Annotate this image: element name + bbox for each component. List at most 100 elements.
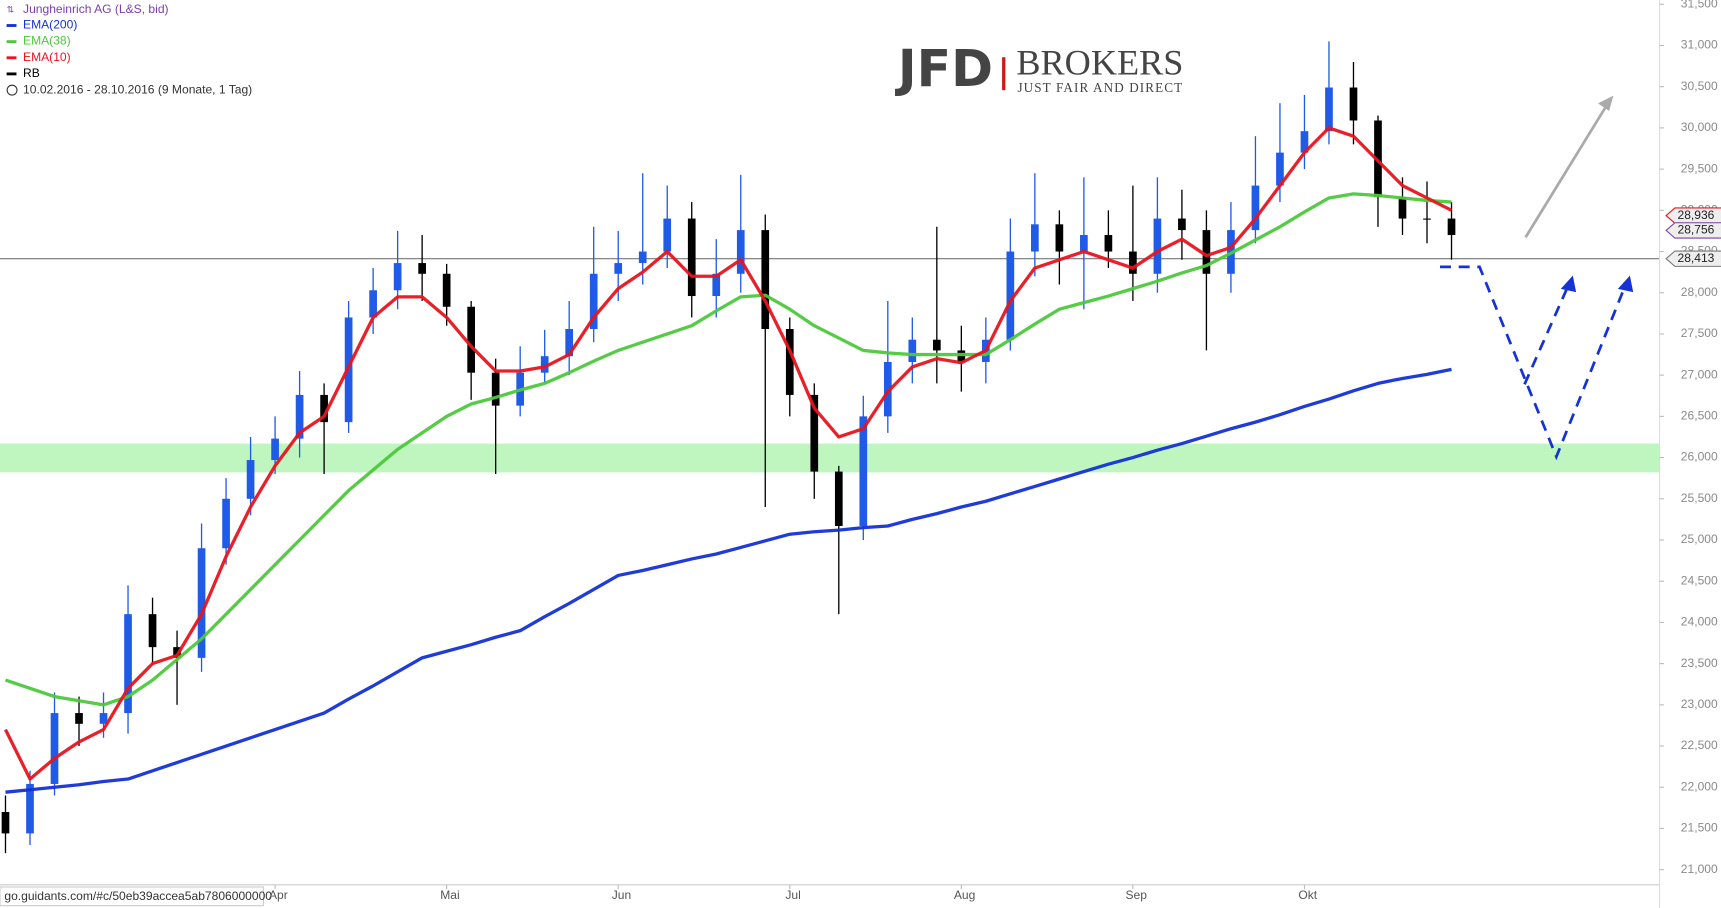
marks (1, 41, 1456, 854)
logo-tagline: JUST FAIR AND DIRECT (1017, 80, 1183, 95)
candle-body (957, 350, 966, 362)
x-tick-label: Apr (269, 888, 288, 902)
candle-body (1300, 131, 1309, 153)
legend-label: EMA(10) (23, 50, 71, 64)
candle-body (271, 438, 279, 461)
candle-body (222, 498, 230, 549)
candle-body (932, 339, 941, 351)
y-tick-label: 24,500 (1681, 573, 1718, 587)
candle-body (1276, 152, 1284, 186)
candle-body (834, 471, 843, 526)
arrow-head (1560, 275, 1577, 293)
candle-body (540, 356, 549, 373)
candle-body (736, 230, 745, 274)
legend-swatch (6, 24, 17, 27)
x-tick-label: Okt (1298, 888, 1317, 902)
y-tick-label: 21,500 (1681, 821, 1718, 835)
underlay (0, 258, 1660, 473)
legend: ⇅ Jungheinrich AG (L&S, bid) EMA(200)EMA… (6, 2, 252, 96)
y-tick-label: 30,000 (1681, 120, 1718, 134)
legend-icon: ⇅ (7, 4, 14, 14)
ema-line (4, 192, 1452, 707)
legend-label: RB (23, 66, 40, 80)
x-tick-label: Jul (785, 888, 800, 902)
candle-body (1055, 224, 1064, 252)
price-tag (1665, 222, 1721, 239)
candle-body (320, 394, 328, 423)
candle-body (295, 394, 304, 439)
candle-body (1398, 197, 1407, 219)
candle-body (1251, 185, 1260, 231)
candle-body (1080, 235, 1088, 252)
legend-swatch (6, 56, 17, 60)
candle-body (810, 394, 819, 472)
y-tick-label: 22,500 (1681, 738, 1718, 752)
ema-line (4, 126, 1453, 781)
url-box (0, 886, 264, 907)
candle-body (418, 263, 426, 274)
price-tag (1665, 250, 1721, 267)
candle-body (442, 273, 451, 307)
candle-body (761, 230, 770, 329)
clock-icon (6, 84, 18, 96)
y-tick-label: 26,000 (1681, 450, 1718, 464)
x-tick-label: Mai (440, 888, 459, 902)
legend-swatch (6, 72, 17, 76)
candle-body (491, 372, 500, 406)
candle-body (124, 614, 132, 714)
candle-body (369, 290, 377, 318)
legend-swatch (6, 40, 17, 44)
y-tick-label: 26,500 (1681, 409, 1718, 423)
candle-body (1325, 87, 1333, 132)
y-tick-label: 24,000 (1681, 615, 1718, 629)
y-tick-label: 25,500 (1681, 491, 1718, 505)
y-tick-label: 25,000 (1681, 532, 1718, 546)
candle-body (1031, 224, 1039, 252)
candle-body (859, 416, 868, 526)
ema-line (5, 367, 1452, 794)
y-tick-label: 31,000 (1681, 38, 1718, 52)
candle-body (1006, 251, 1015, 340)
arrow-head (1598, 95, 1614, 112)
candle-body (75, 713, 83, 724)
legend-label: EMA(38) (23, 34, 71, 48)
y-tick-label: 28,000 (1681, 285, 1718, 299)
price-tag-label: 28,756 (1678, 223, 1715, 237)
gray-arrow (1524, 102, 1610, 238)
candle-body (467, 306, 475, 373)
candle-body (687, 218, 696, 297)
price-tag-label: 28,936 (1678, 208, 1715, 222)
candle-body (1349, 87, 1358, 121)
candle-body (50, 713, 59, 784)
candle-body (246, 460, 255, 499)
candle-body (393, 263, 402, 291)
logo: JFD BROKERS JUST FAIR AND DIRECT (895, 39, 1184, 98)
candle-body (99, 713, 108, 724)
candle-body (1202, 230, 1211, 274)
candle-body (1447, 218, 1456, 236)
y-tick-label: 23,500 (1681, 656, 1718, 670)
candle-body (638, 251, 647, 264)
candle-body (663, 218, 672, 252)
candle-body (712, 273, 721, 297)
dashed-path (1523, 287, 1569, 385)
candle-body (1423, 218, 1431, 220)
candle-body (589, 273, 598, 329)
y-tick-label: 22,000 (1681, 779, 1718, 793)
dashed-path (1440, 265, 1626, 461)
logo-mark: JFD (895, 39, 993, 98)
candle-body (1178, 218, 1186, 231)
candle-body (1153, 218, 1162, 274)
candle-body (908, 339, 917, 362)
x-tick-label: Aug (954, 888, 975, 902)
x-tick-label: Jun (612, 888, 631, 902)
candle-body (883, 361, 892, 417)
logo-divider (1002, 57, 1006, 91)
axis: 21,000 21,500 22,000 22,500 23,000 23,500 24,0… (269, 0, 1721, 902)
candle-body (785, 329, 794, 395)
y-tick-label: 27,000 (1681, 367, 1718, 381)
candle-body (26, 783, 34, 834)
candle-body (1129, 251, 1137, 274)
